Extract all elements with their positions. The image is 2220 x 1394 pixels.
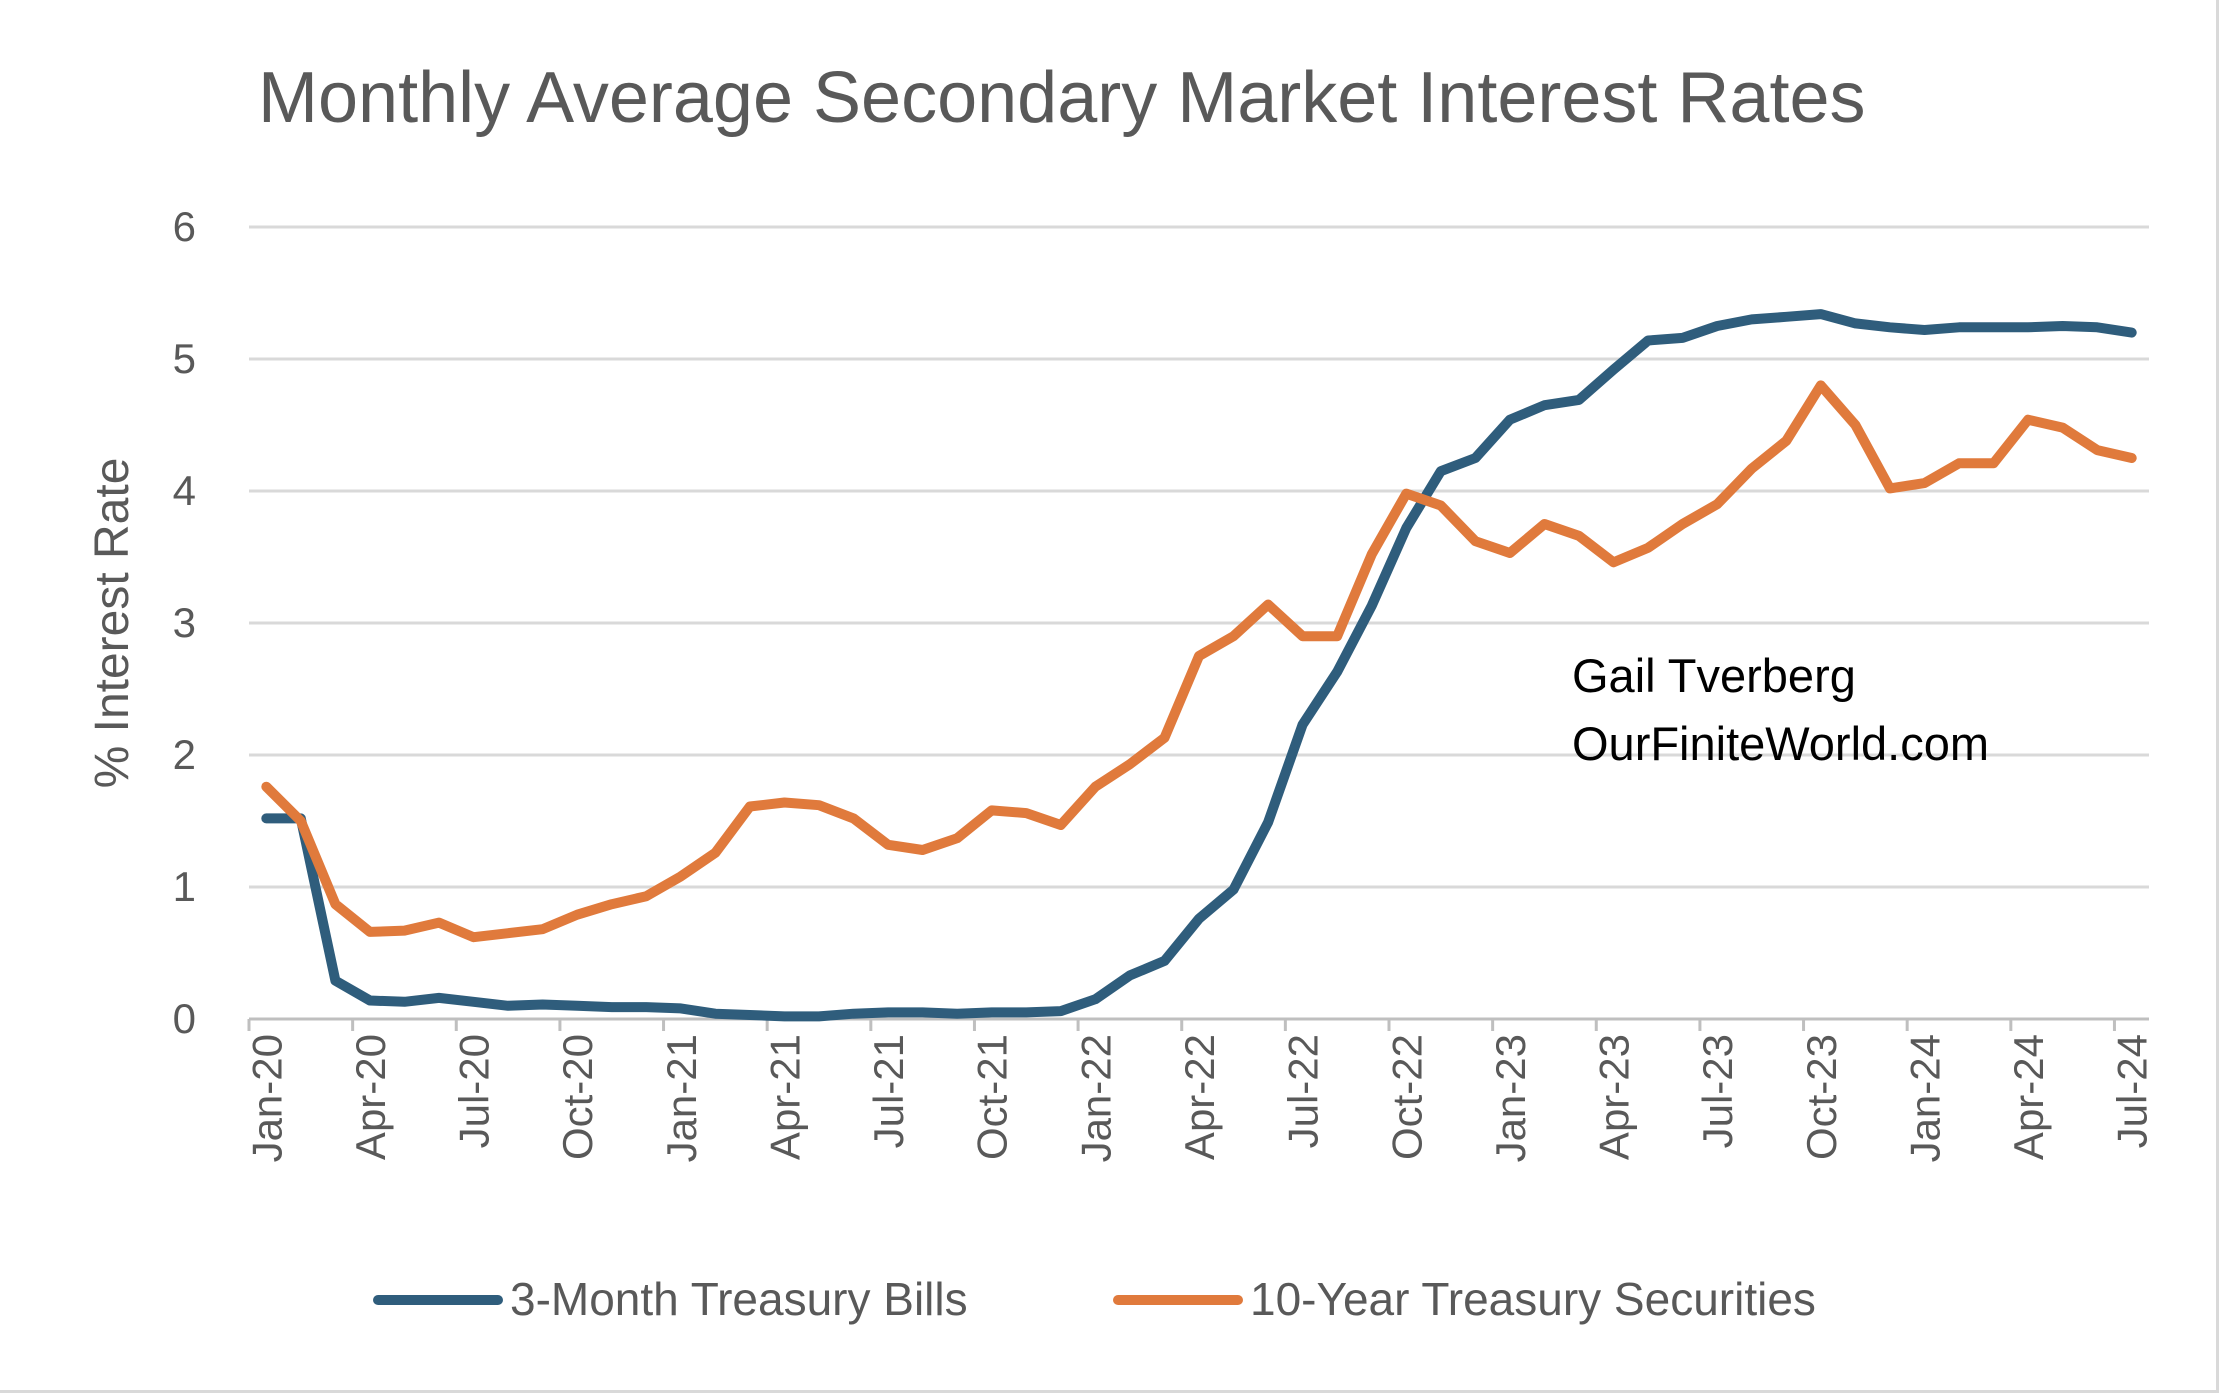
series-lines [261, 309, 2137, 1022]
chart-title: Monthly Average Secondary Market Interes… [258, 58, 1865, 138]
x-tick-label: Jan-23 [1487, 1034, 1534, 1162]
y-tick-label: 3 [173, 599, 196, 646]
x-tick-label: Jul-22 [1280, 1034, 1327, 1148]
legend-label: 10-Year Treasury Securities [1250, 1273, 1816, 1325]
y-tick-label: 2 [173, 731, 196, 778]
annotation-author: Gail Tverberg [1572, 649, 1856, 702]
x-tick-label: Jul-20 [451, 1034, 498, 1148]
x-tick-label: Jan-21 [658, 1034, 705, 1162]
y-tick-label: 1 [173, 863, 196, 910]
x-tick-label: Oct-21 [969, 1034, 1016, 1160]
legend-label: 3-Month Treasury Bills [510, 1273, 968, 1325]
legend-item: 10-Year Treasury Securities [1113, 1273, 1816, 1325]
x-tick-label: Oct-22 [1383, 1034, 1430, 1160]
x-tick-label: Jan-20 [243, 1034, 290, 1162]
y-tick-labels: 0 1 2 3 4 5 6 [173, 203, 196, 1042]
x-tick-label: Apr-23 [1591, 1034, 1638, 1160]
x-tick-label: Apr-22 [1176, 1034, 1223, 1160]
x-tick-label: Jul-23 [1694, 1034, 1741, 1148]
series-line-10-year-securities [261, 380, 2137, 943]
legend-item: 3-Month Treasury Bills [373, 1273, 968, 1325]
x-tick-label: Apr-21 [761, 1034, 808, 1160]
x-tick-label: Jul-21 [865, 1034, 912, 1148]
y-tick-label: 0 [173, 995, 196, 1042]
gridlines [247, 225, 2149, 1031]
x-tick-label: Jul-24 [2109, 1034, 2156, 1148]
x-tick-label: Apr-24 [2005, 1034, 2052, 1160]
x-tick-label: Jan-24 [1901, 1034, 1948, 1162]
y-tick-label: 5 [173, 335, 196, 382]
y-tick-label: 6 [173, 203, 196, 250]
x-tick-labels: Jan-20 Apr-20 Jul-20 Oct-20 Jan-21 Apr-21 Jul-… [243, 1034, 2155, 1162]
x-tick-label: Jan-22 [1072, 1034, 1119, 1162]
series-line-3-month-bills [261, 309, 2137, 1022]
y-axis-title: % Interest Rate [86, 458, 139, 789]
x-tick-label: Oct-20 [554, 1034, 601, 1160]
y-tick-label: 4 [173, 467, 196, 514]
x-tick-label: Apr-20 [347, 1034, 394, 1160]
x-tick-label: Oct-23 [1798, 1034, 1845, 1160]
annotation-website: OurFiniteWorld.com [1572, 717, 1989, 770]
legend: 3-Month Treasury Bills 10-Year Treasury S… [373, 1273, 1816, 1325]
